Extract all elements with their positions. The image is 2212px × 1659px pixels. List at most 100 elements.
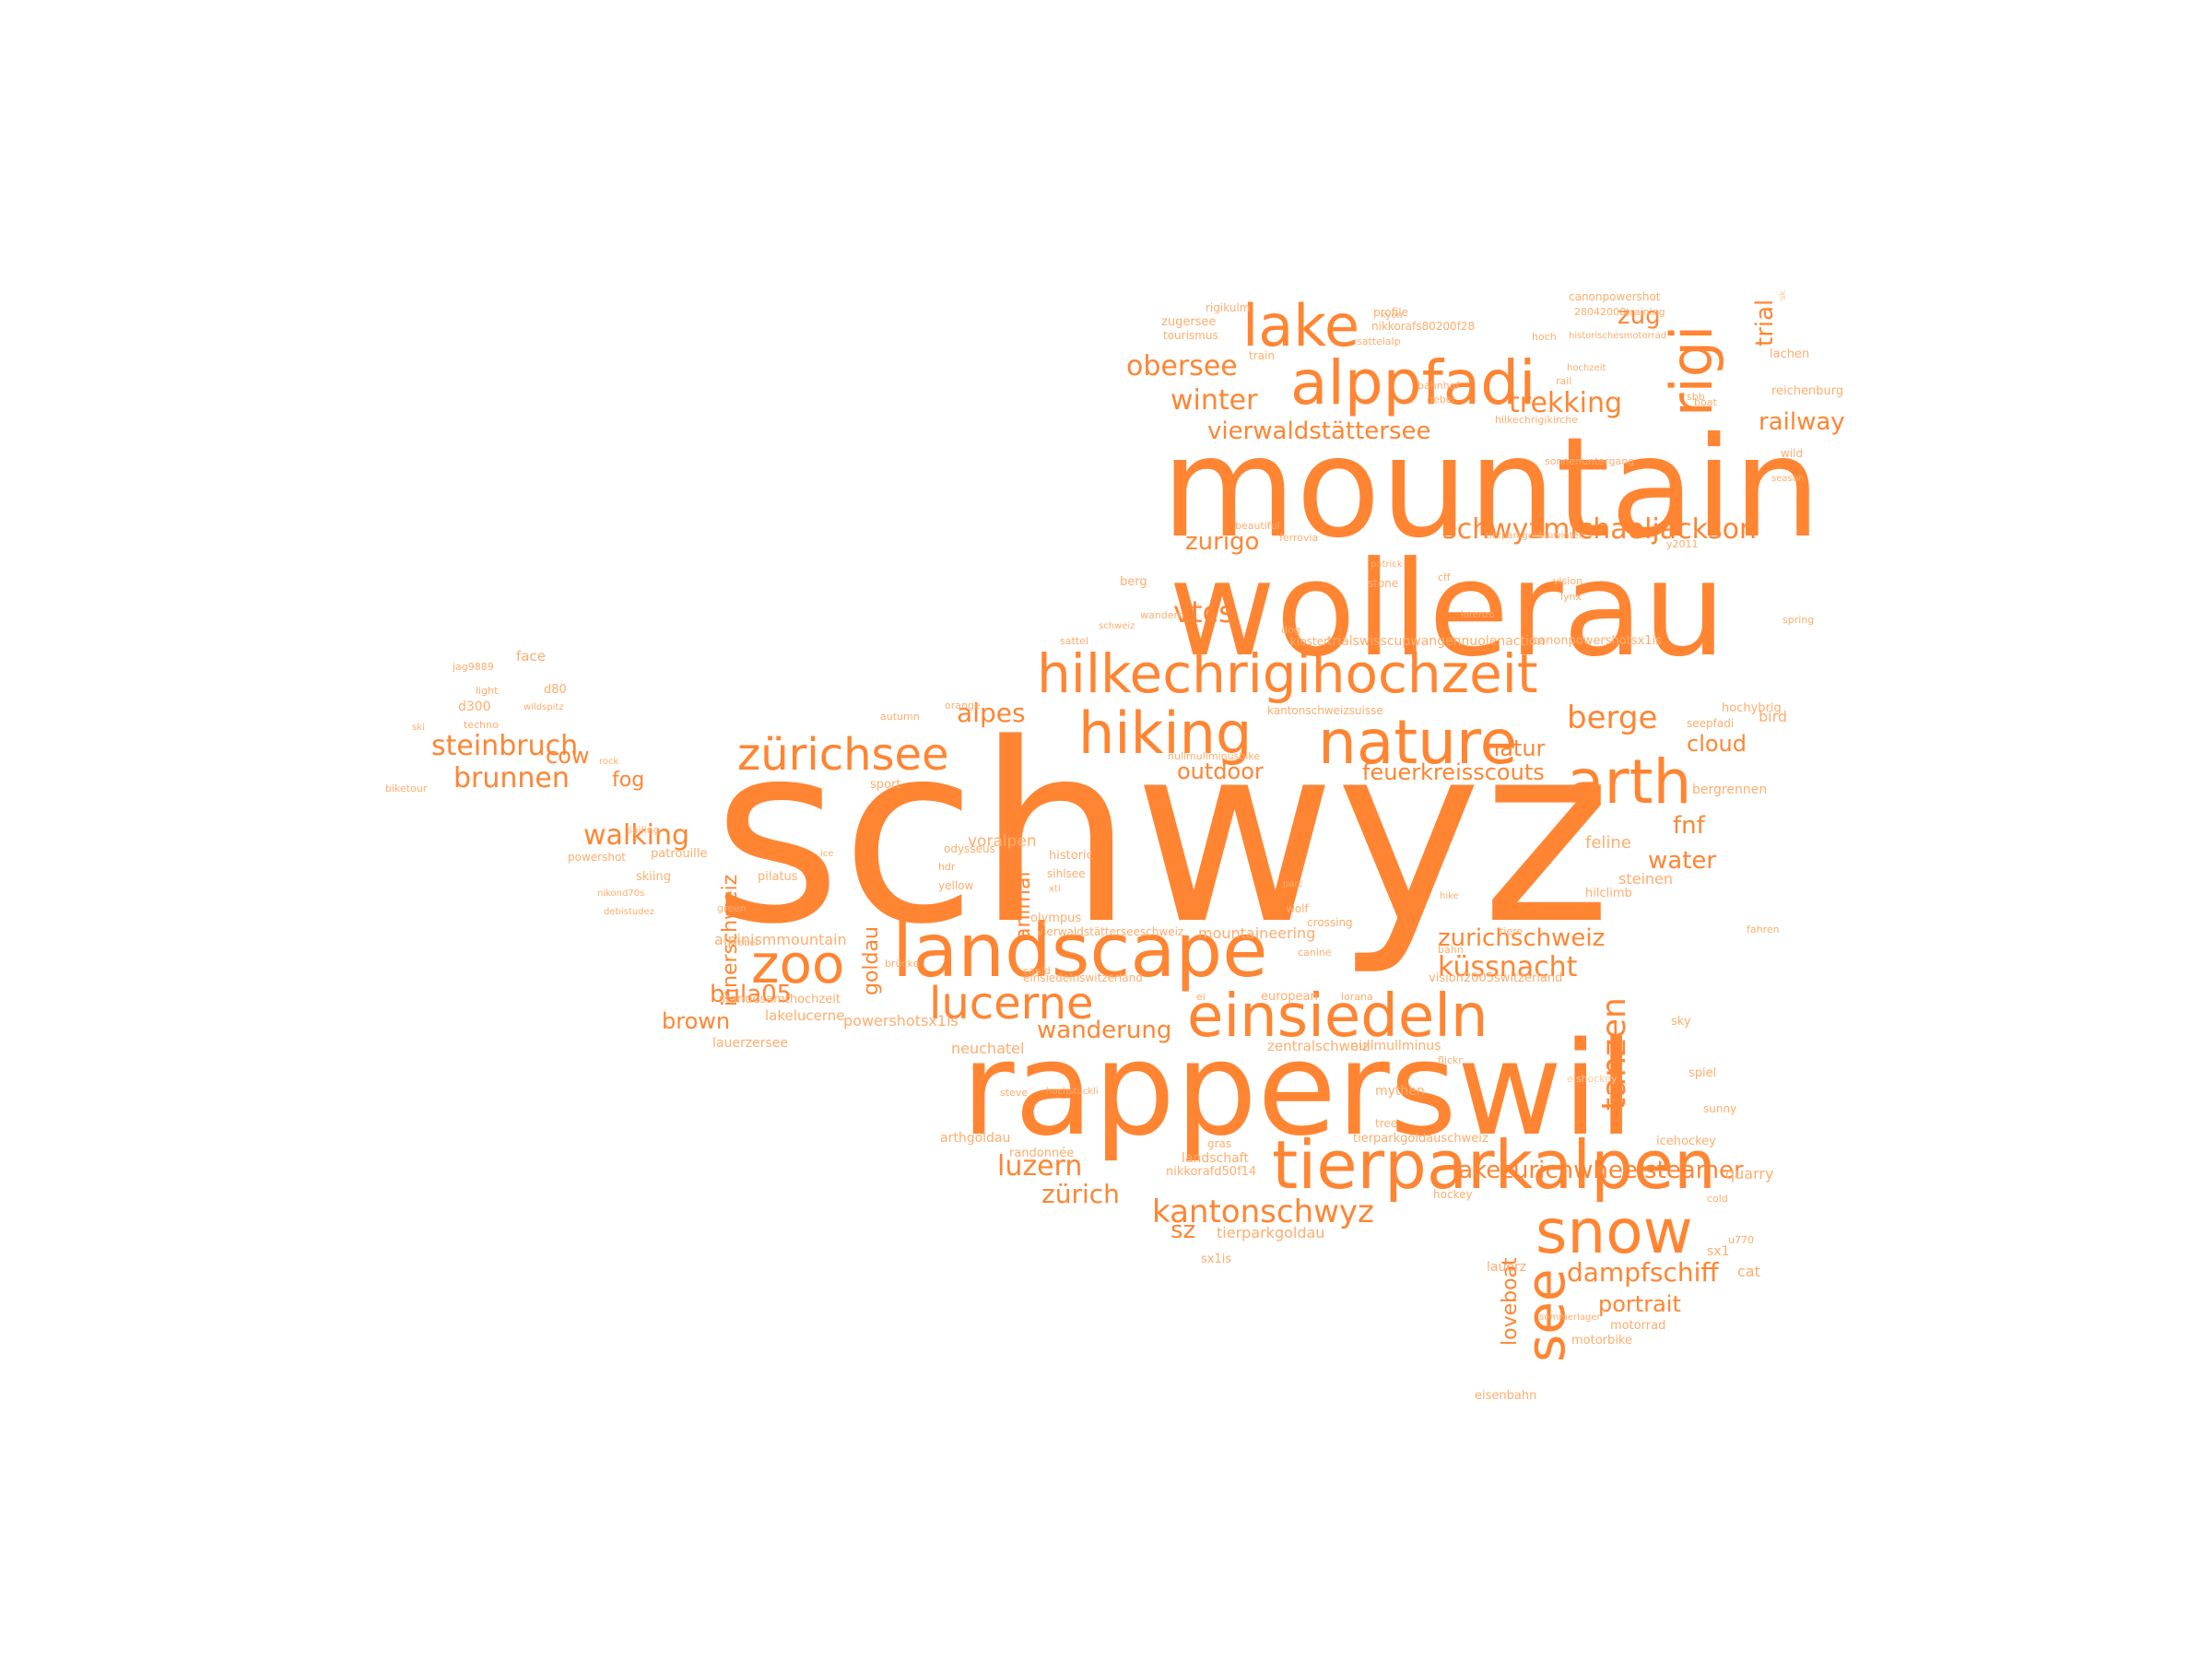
cloud-word: outdoor [1177, 759, 1264, 784]
cloud-word: tierparkgoldauwinter [1486, 531, 1583, 541]
cloud-word: berge [1567, 700, 1658, 736]
cloud-word: lauerzersee [712, 1036, 788, 1051]
cloud-word: steinbruch [431, 730, 579, 762]
cloud-word: zürichsee [737, 729, 949, 781]
cloud-word: flickr [1438, 1054, 1463, 1066]
cloud-word: cff [1438, 571, 1451, 583]
cloud-word: einsiedelnswitzerland [1023, 971, 1143, 984]
cloud-word: lauerz [1487, 1260, 1527, 1275]
cloud-word: stone [1368, 577, 1399, 590]
cloud-word: hochybrig [1722, 701, 1782, 715]
cloud-word: dampfschiff [1567, 1257, 1719, 1288]
cloud-word: feline [1585, 833, 1631, 853]
cloud-word: pilatus [758, 870, 798, 884]
cloud-word: sbb [1687, 391, 1705, 403]
cloud-word: brown [662, 1008, 731, 1034]
cloud-word: canonpowershotsx1is [1532, 634, 1662, 648]
cloud-word: brunnen [453, 762, 570, 794]
cloud-word: historic [1049, 849, 1093, 863]
cloud-word: powershot [568, 851, 626, 864]
cloud-word: rail [1556, 375, 1572, 387]
cloud-word: 28042008training [1574, 306, 1665, 318]
cloud-word: winter [1171, 384, 1258, 417]
cloud-word: autumn [880, 711, 920, 723]
cloud-word: ice [820, 849, 834, 859]
cloud-word: sihlsee [1047, 867, 1086, 880]
cloud-word: beautiful [1235, 520, 1280, 532]
cloud-word: reichenburg [1771, 384, 1844, 398]
cloud-word: snow [1535, 1196, 1693, 1267]
cloud-word: canid [1023, 965, 1051, 977]
cloud-word: sk [1778, 289, 1788, 300]
cloud-word: hiking [1078, 700, 1253, 767]
cloud-word: jag9889 [453, 661, 494, 673]
cloud-word: nebel [1427, 394, 1455, 406]
cloud-word: steve [1000, 1087, 1029, 1099]
cloud-word: bergrennen [1692, 782, 1768, 797]
cloud-word: fog [612, 769, 645, 792]
cloud-word: nullmullminus [1350, 1039, 1441, 1053]
cloud-word: lynx [1560, 591, 1583, 603]
cloud-word: kantonschwyz [1152, 1194, 1374, 1230]
cloud-word: profile [1373, 306, 1408, 319]
cloud-word: icehockey [1656, 1135, 1716, 1148]
cloud-word: wanderung [1037, 1017, 1172, 1044]
cloud-word: y2011 [1666, 538, 1699, 550]
cloud-word: zoo [751, 933, 845, 995]
cloud-word: cold [1707, 1193, 1728, 1205]
cloud-word: seepfadi [1687, 717, 1735, 730]
cloud-word: sonnenuntergang [1545, 455, 1635, 467]
cloud-word: gras [1207, 1137, 1232, 1150]
cloud-word: hike [1440, 891, 1459, 901]
cloud-word: parc [1283, 879, 1303, 889]
cloud-word: schwyz [712, 691, 1612, 979]
cloud-word: patrouille [651, 847, 708, 861]
cloud-word: cat [1737, 1263, 1760, 1280]
cloud-word: zurichschweiz [1438, 924, 1606, 952]
cloud-word: water [1648, 847, 1717, 875]
cloud-word: olympus [1030, 912, 1082, 925]
cloud-word: bahn [1438, 944, 1464, 956]
cloud-word: motorrad [1610, 1319, 1666, 1333]
cloud-word: motorbike [1571, 1334, 1632, 1347]
cloud-word: quarry [1725, 1165, 1774, 1182]
cloud-word: ferrovia [1279, 532, 1319, 544]
cloud-word: nikkorafd50f14 [1166, 1165, 1257, 1179]
cloud-word: rigikulm [1206, 301, 1251, 314]
cloud-word: schweiz [1099, 621, 1135, 631]
cloud-word: hilclimb [1585, 887, 1632, 900]
cloud-word: brücke [885, 958, 920, 970]
cloud-word: hockey [1433, 1188, 1473, 1201]
cloud-word: railway [1759, 408, 1845, 436]
cloud-word: kyon [1381, 311, 1403, 321]
cloud-word: european [1261, 990, 1318, 1004]
cloud-word: sommerlager [1539, 1312, 1601, 1323]
cloud-word: lorenzo [1461, 610, 1495, 620]
cloud-word: voralpen [968, 832, 1037, 851]
cloud-word: tanzen [1595, 997, 1633, 1111]
cloud-word: mythen [1375, 1084, 1425, 1099]
cloud-word: hochzeit [1567, 363, 1606, 373]
cloud-word: hochstuckli [1046, 1087, 1099, 1097]
cloud-word: u770 [1728, 1234, 1754, 1246]
cloud-word: goldau [860, 926, 883, 995]
cloud-word: alpes [957, 698, 1026, 728]
cloud-word: hdr [938, 861, 956, 873]
cloud-word: train [1249, 349, 1275, 362]
cloud-word: historischesmotorrad [1569, 331, 1667, 341]
cloud-word: patrick [1371, 559, 1403, 570]
cloud-word: season [1771, 474, 1805, 484]
cloud-word: vision [1553, 575, 1583, 587]
cloud-word: wandern [1140, 609, 1184, 621]
cloud-word: fahren [1747, 924, 1780, 935]
cloud-word: bird [1759, 708, 1788, 725]
cloud-word: einsiedeln [1187, 982, 1488, 1051]
cloud-word: face [516, 648, 546, 665]
cloud-word: techno [464, 719, 499, 731]
cloud-word: powershotsx1is [843, 1012, 959, 1030]
cloud-word: sattelalp [1357, 335, 1401, 347]
cloud-word: schwyzmichaeljackson [1442, 513, 1758, 546]
cloud-word: green [717, 902, 747, 914]
cloud-word: feuerkreisscouts [1362, 759, 1545, 785]
